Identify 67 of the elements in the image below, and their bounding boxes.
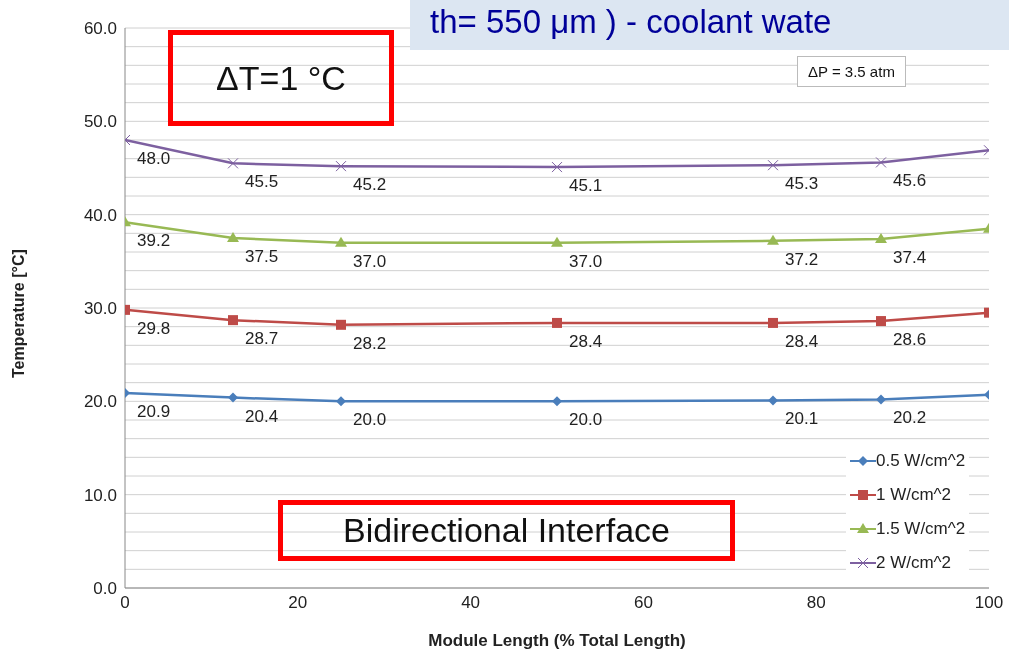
y-tick-label: 0.0 (93, 579, 117, 599)
y-axis-title: Temperature [°C] (9, 249, 27, 378)
x-tick-label: 60 (633, 593, 653, 613)
point (552, 317, 562, 328)
data-label: 37.0 (569, 251, 603, 271)
point (875, 232, 887, 243)
point (227, 157, 239, 169)
point (335, 160, 347, 172)
point (876, 394, 886, 405)
point (336, 319, 346, 330)
data-label: 28.4 (569, 331, 603, 351)
x-axis-title: Module Length (% Total Length) (428, 631, 686, 650)
y-tick-label: 20.0 (83, 392, 117, 412)
point (875, 156, 887, 168)
x-tick-label: 20 (288, 593, 308, 613)
legend-label: 0.5 W/cm^2 (876, 451, 966, 471)
x-tick-label: 100 (974, 593, 1004, 613)
y-tick-label: 40.0 (83, 205, 117, 225)
point (767, 234, 779, 245)
data-label: 20.2 (893, 408, 927, 428)
data-label: 20.0 (353, 410, 387, 430)
point (228, 392, 238, 403)
data-label: 28.2 (353, 333, 387, 353)
point (876, 316, 886, 327)
y-tick-label: 10.0 (83, 485, 117, 505)
text-frame: Bidirectional Interface (278, 500, 735, 561)
data-label: 39.2 (137, 231, 171, 251)
data-label: 20.1 (785, 409, 819, 429)
data-label: 28.4 (785, 331, 819, 351)
data-label: 45.3 (785, 174, 819, 194)
point (552, 396, 562, 407)
point (227, 232, 239, 242)
data-label: 28.7 (245, 329, 279, 349)
legend-label: 1.5 W/cm^2 (876, 519, 966, 539)
text-frame: ΔT=1 °C (168, 30, 394, 126)
point (551, 161, 563, 173)
point (767, 159, 779, 171)
point (336, 396, 346, 407)
data-label: 48.0 (137, 149, 171, 168)
x-tick-label: 80 (806, 593, 826, 613)
data-label: 20.4 (245, 406, 279, 426)
data-label: 37.2 (785, 249, 819, 269)
text-frame: ΔP = 3.5 atm (797, 56, 906, 87)
point (551, 236, 563, 247)
data-label: 37.0 (353, 251, 387, 271)
y-tick-label: 30.0 (83, 299, 117, 319)
data-label: 29.8 (137, 318, 171, 338)
data-label: 28.6 (893, 330, 927, 350)
data-label: 37.5 (245, 247, 279, 266)
data-label: 37.4 (893, 247, 927, 267)
title-banner: th= 550 μm ) - coolant wate (410, 0, 1009, 50)
y-tick-label: 50.0 (83, 112, 117, 132)
data-label: 45.5 (245, 172, 279, 192)
x-tick-label: 40 (461, 593, 481, 613)
y-tick-label: 60.0 (83, 19, 117, 39)
legend-label: 2 W/cm^2 (876, 553, 952, 573)
data-label: 20.9 (137, 401, 171, 421)
data-label: 45.2 (353, 175, 387, 195)
x-tick-label: 0 (120, 593, 130, 613)
point (335, 236, 347, 247)
point (768, 395, 778, 406)
point (228, 315, 238, 326)
legend-label: 1 W/cm^2 (876, 485, 952, 505)
data-label: 45.6 (893, 171, 927, 191)
point (768, 317, 778, 328)
data-label: 20.0 (569, 410, 603, 430)
data-label: 45.1 (569, 176, 603, 196)
